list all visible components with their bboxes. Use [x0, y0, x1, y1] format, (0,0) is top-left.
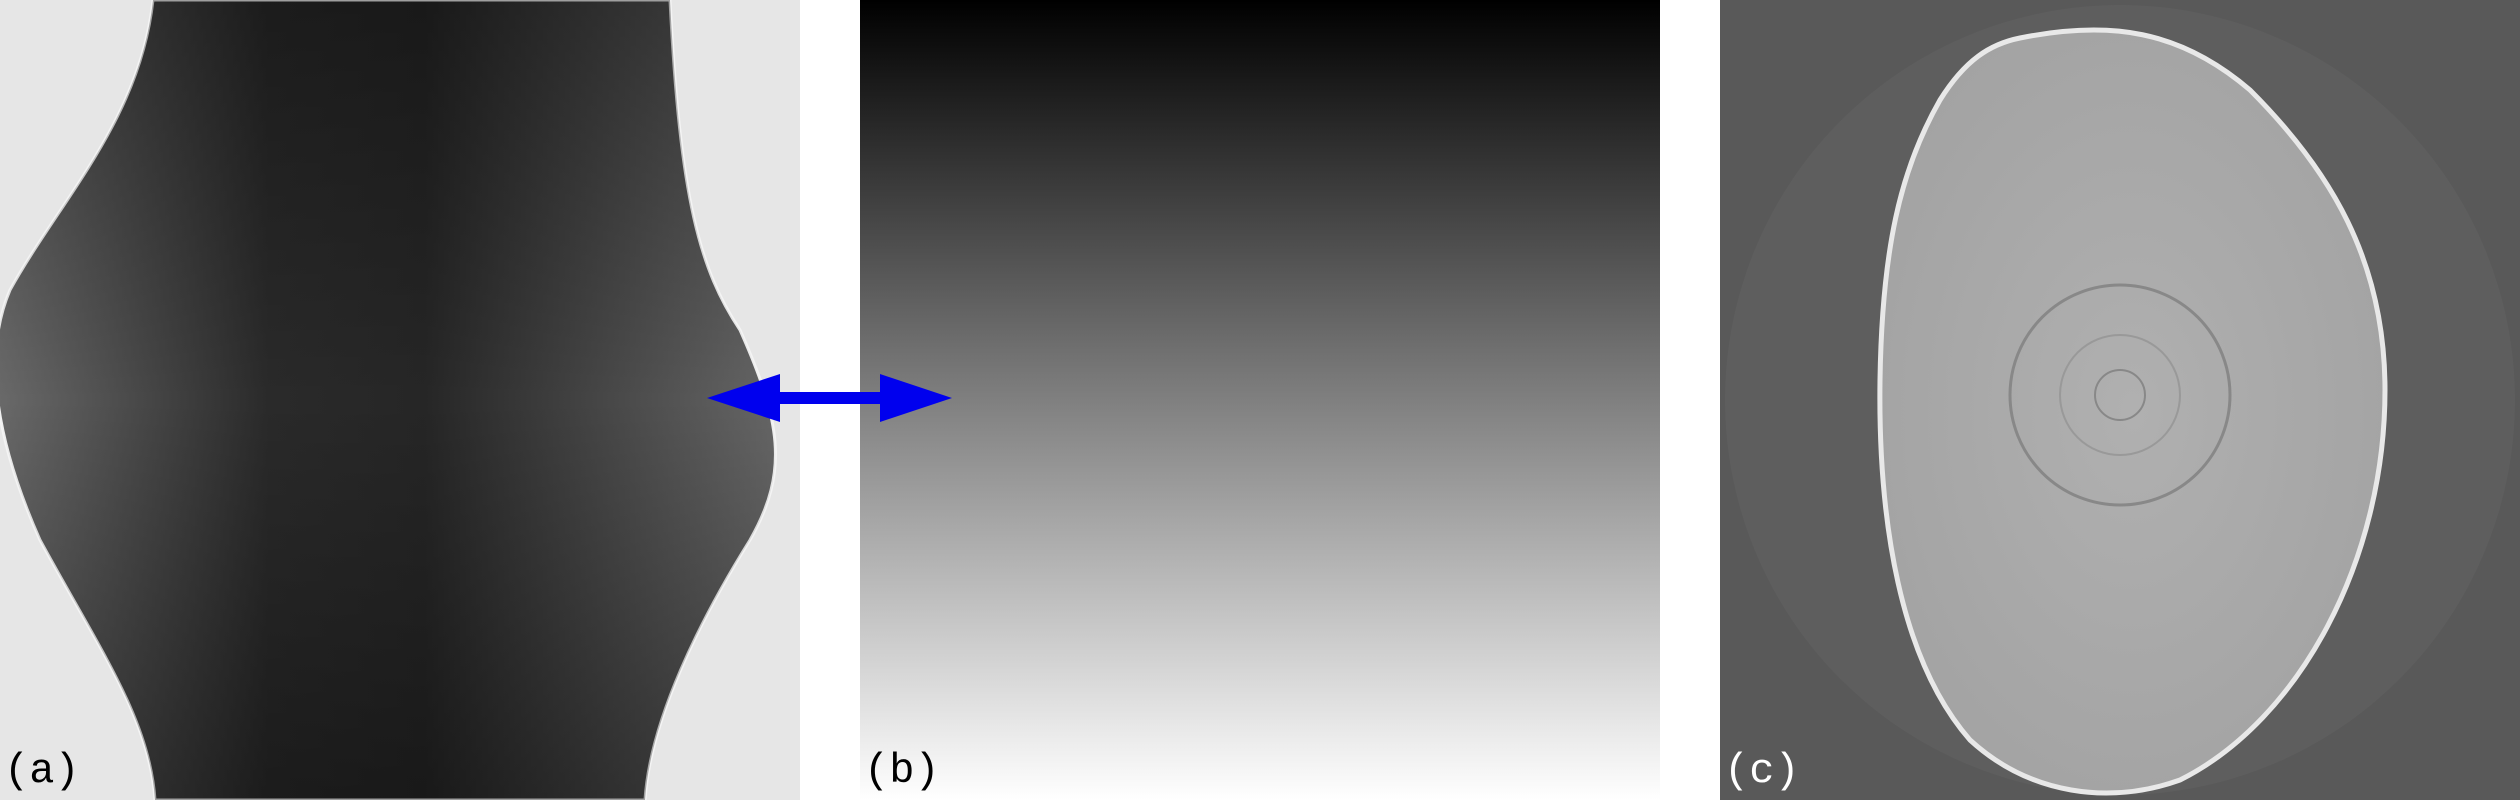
ring-artifact	[2094, 369, 2146, 421]
ring-artifact	[2008, 283, 2232, 507]
panel-b-gradient	[860, 0, 1660, 800]
sinogram-shade	[0, 0, 776, 800]
panel-c	[1720, 0, 2520, 800]
ct-slice	[1877, 27, 2388, 796]
panel-label: (b)	[864, 747, 940, 795]
arrow-shaft	[770, 392, 890, 404]
double-arrow	[707, 374, 952, 422]
arrow-head-right	[880, 374, 952, 422]
panel-label: (a)	[4, 747, 80, 795]
ring-artifact	[2059, 334, 2181, 456]
arrow-head-left	[707, 374, 780, 422]
panel-label: (c)	[1724, 747, 1800, 795]
panel-a	[0, 0, 800, 800]
